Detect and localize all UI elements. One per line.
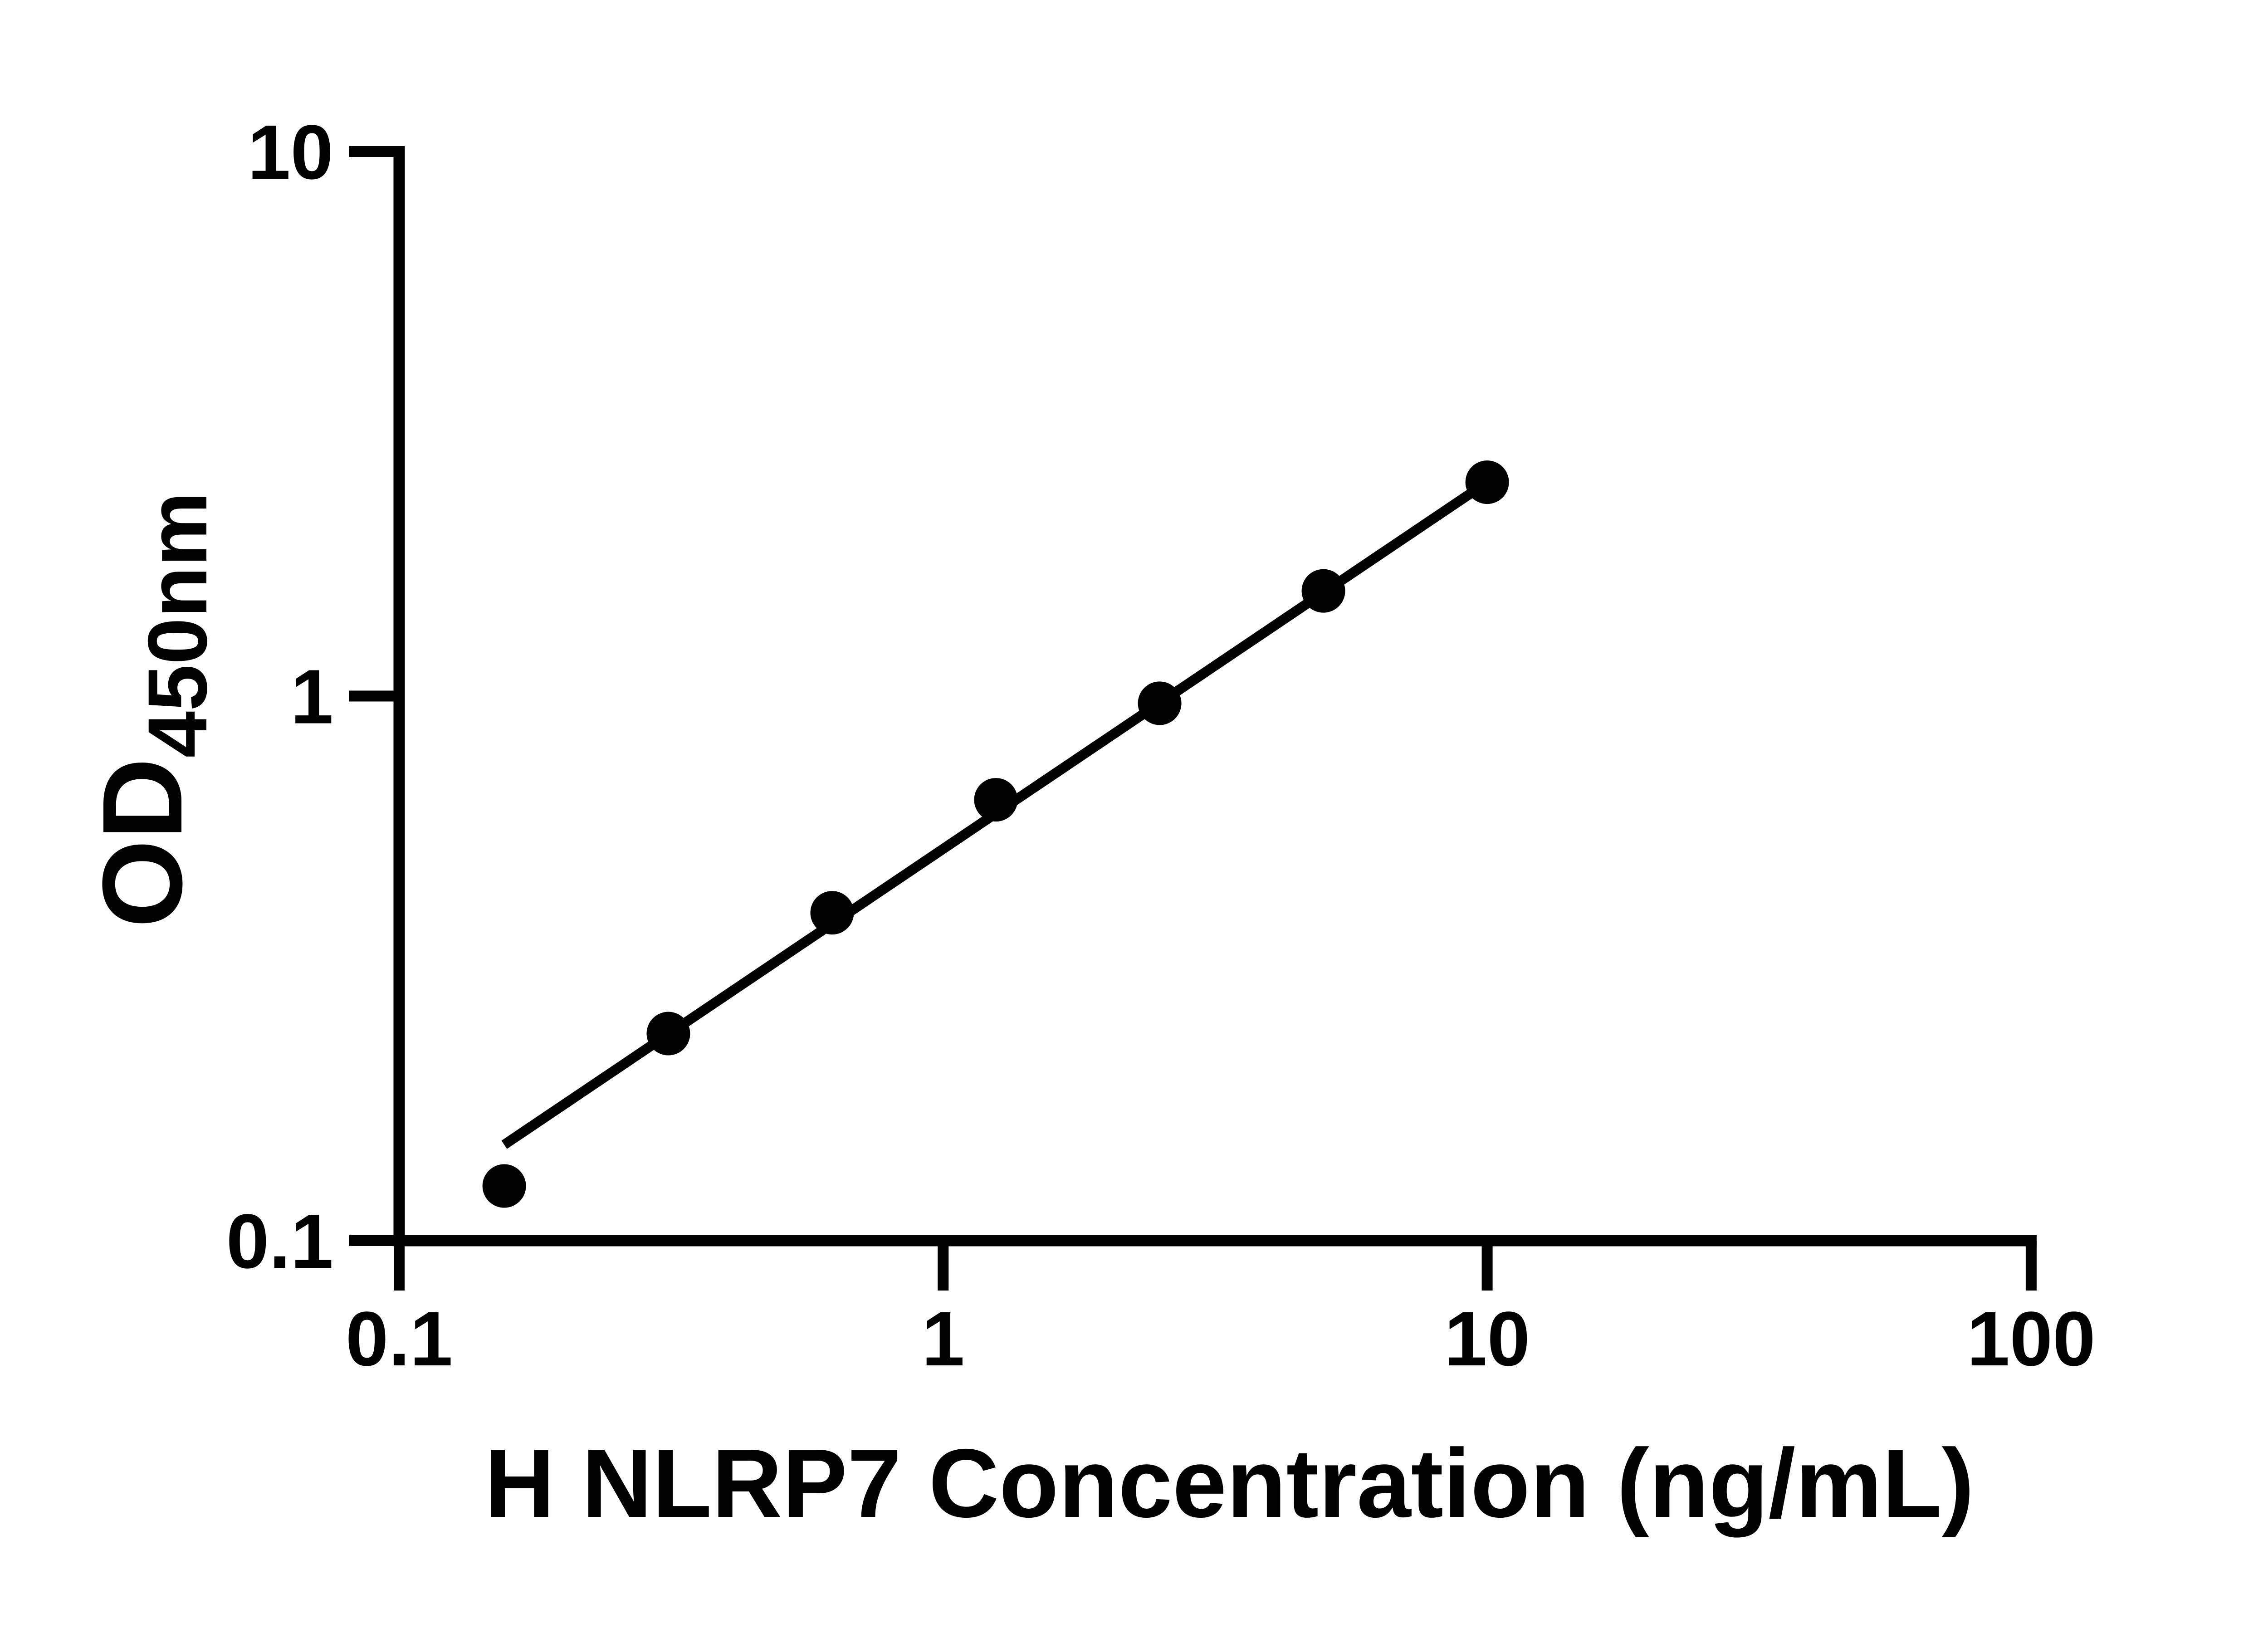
data-points-group <box>482 460 1509 1208</box>
x-tick-label: 100 <box>1967 1296 2096 1382</box>
y-axis-title-subscript: 450nm <box>131 492 225 758</box>
y-tick-label: 1 <box>290 654 333 740</box>
x-tick-label: 0.1 <box>346 1296 453 1382</box>
data-point <box>1301 569 1345 613</box>
x-tick <box>2025 1241 2037 1291</box>
y-tick <box>349 690 399 702</box>
x-tick-label: 10 <box>1444 1296 1530 1382</box>
data-point <box>482 1164 526 1208</box>
data-point <box>1138 681 1182 725</box>
axes-group <box>349 146 2037 1291</box>
x-axis-title: H NLRP7 Concentration (ng/mL) <box>484 1428 1975 1538</box>
y-tick-label: 10 <box>248 109 333 196</box>
x-tick <box>1481 1241 1493 1291</box>
data-point <box>1465 460 1509 504</box>
y-tick <box>349 1235 399 1246</box>
x-tick-label: 1 <box>922 1296 965 1382</box>
y-axis-title: OD450nm <box>79 492 225 928</box>
y-tick-label: 0.1 <box>226 1198 333 1285</box>
data-point <box>810 891 854 935</box>
x-axis-line <box>393 1235 2037 1247</box>
data-point <box>974 778 1018 822</box>
y-tick <box>349 146 399 157</box>
tick-labels-group: 0.1 1 10 0.1 1 10 100 <box>226 109 2096 1382</box>
x-tick <box>394 1241 405 1291</box>
x-tick <box>938 1241 949 1291</box>
y-axis-title-main: OD <box>79 758 205 928</box>
data-point <box>646 1012 690 1056</box>
